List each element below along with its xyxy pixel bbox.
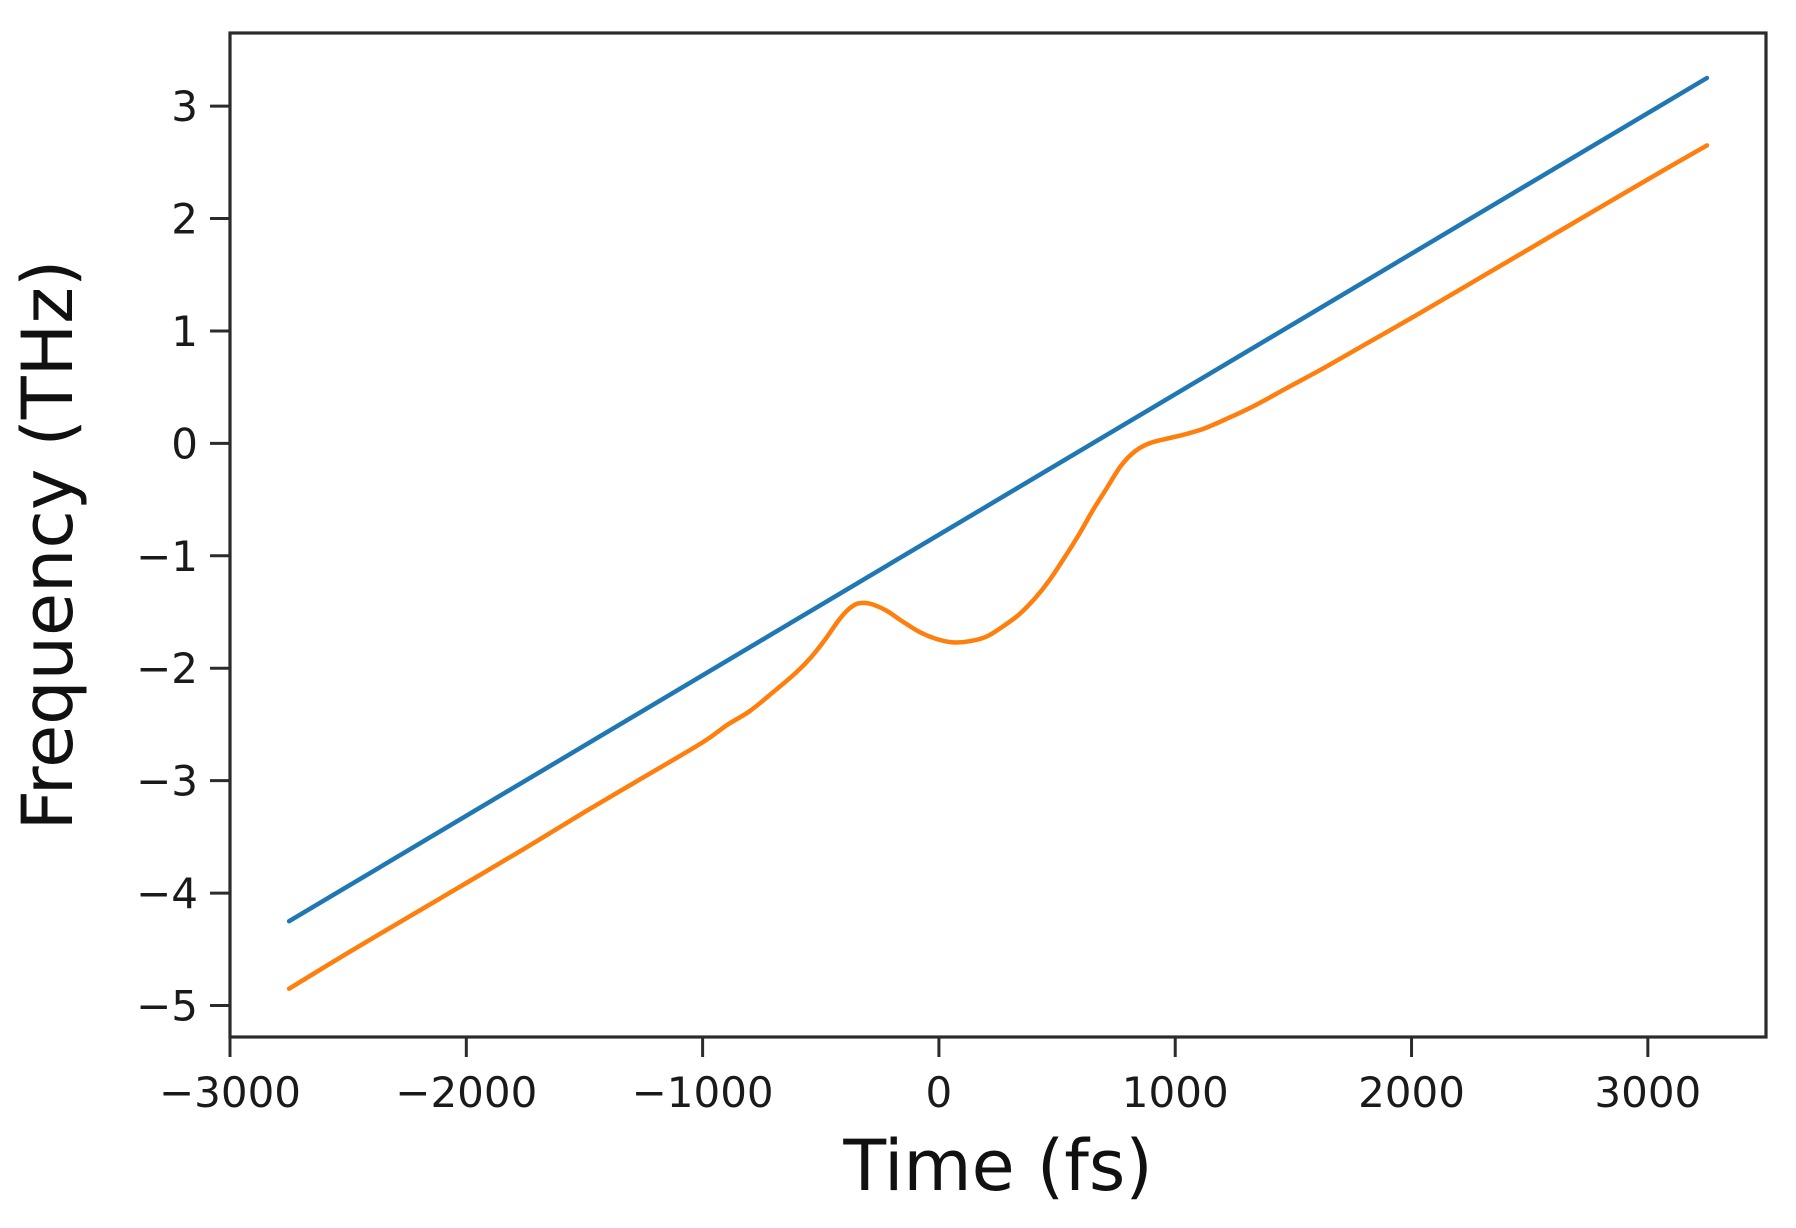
x-tick-label: 1000 [1122, 1068, 1229, 1117]
x-tick-label: −2000 [395, 1068, 537, 1117]
y-tick-label: 3 [171, 82, 198, 131]
x-tick-label: 2000 [1358, 1068, 1465, 1117]
y-tick-label: −1 [136, 532, 198, 581]
y-tick-label: −4 [136, 869, 198, 918]
y-tick-label: 2 [171, 195, 198, 244]
y-tick-label: −2 [136, 644, 198, 693]
x-tick-label: −3000 [159, 1068, 301, 1117]
x-axis-label: Time (fs) [842, 1125, 1152, 1207]
y-tick-label: 1 [171, 307, 198, 356]
series-line-blue-linear-chirp [286, 75, 1710, 924]
x-tick-label: 0 [926, 1068, 953, 1117]
y-tick-label: 0 [171, 419, 198, 468]
y-tick-label: −5 [136, 982, 198, 1031]
y-axis-label: Frequency (THz) [7, 260, 89, 831]
x-tick-label: 3000 [1594, 1068, 1701, 1117]
x-tick-label: −1000 [632, 1068, 774, 1117]
series-line-orange-modulated-chirp [286, 143, 1710, 991]
y-tick-label: −3 [136, 757, 198, 806]
